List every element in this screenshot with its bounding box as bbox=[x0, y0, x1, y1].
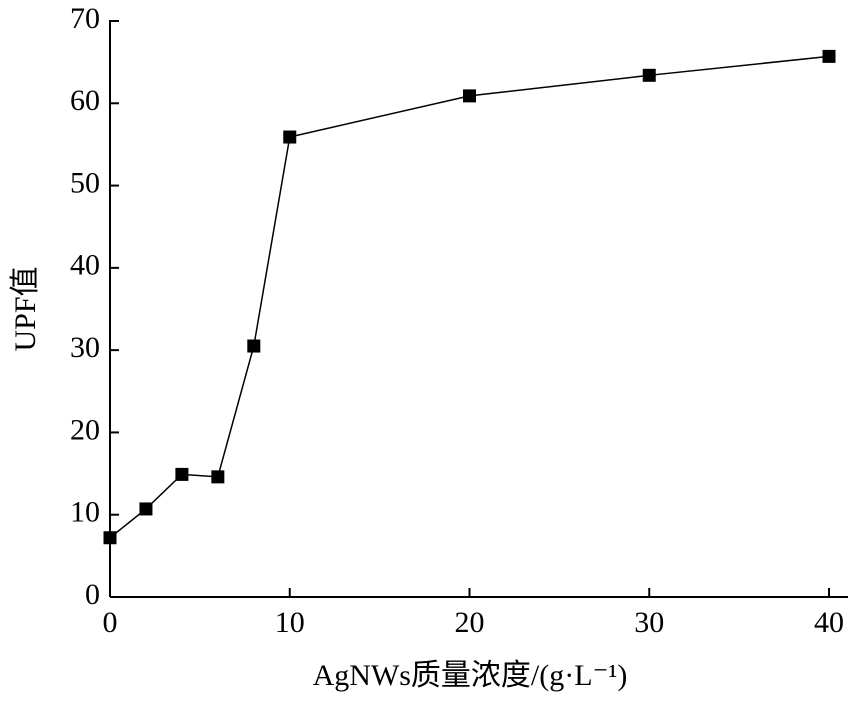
x-tick-label: 40 bbox=[814, 606, 844, 639]
data-point bbox=[463, 89, 476, 103]
y-axis-label: UPF值 bbox=[9, 266, 42, 351]
data-line bbox=[109, 55, 830, 539]
y-tick-label: 60 bbox=[70, 84, 100, 117]
x-tick-label: 20 bbox=[455, 606, 485, 639]
y-tick-label: 30 bbox=[70, 331, 100, 364]
y-tick-label: 20 bbox=[70, 413, 100, 446]
data-point bbox=[247, 339, 261, 353]
x-tick-label: 10 bbox=[275, 606, 305, 639]
y-tick-label: 70 bbox=[70, 2, 100, 35]
y-tick-label: 0 bbox=[85, 578, 100, 611]
x-axis-label: AgNWs质量浓度/(g·L⁻¹) bbox=[313, 659, 628, 692]
y-tick-label: 10 bbox=[70, 496, 100, 529]
data-point bbox=[283, 130, 297, 144]
data-point bbox=[139, 502, 153, 516]
data-point bbox=[175, 467, 189, 481]
x-tick-label: 30 bbox=[634, 606, 664, 639]
y-tick-label: 40 bbox=[70, 249, 100, 282]
data-point bbox=[642, 68, 656, 82]
data-point bbox=[211, 470, 225, 484]
x-tick-label: 0 bbox=[103, 606, 118, 639]
data-point bbox=[103, 531, 117, 545]
y-tick-label: 50 bbox=[70, 166, 100, 199]
data-point bbox=[822, 49, 836, 63]
